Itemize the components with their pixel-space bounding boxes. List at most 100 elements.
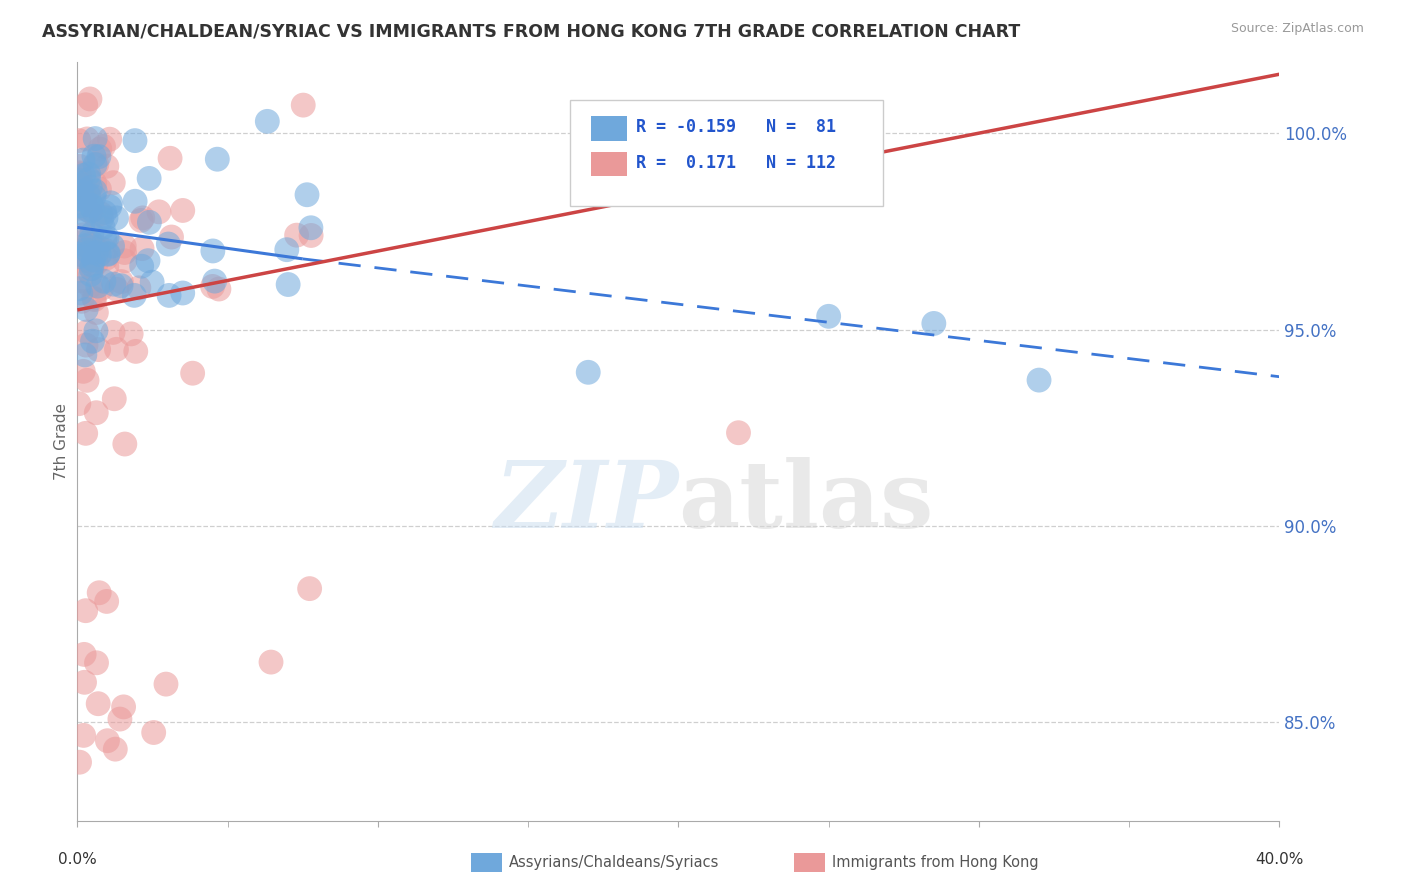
Point	[87, 240, 110, 254]
Point	[67, 191, 90, 205]
Point	[79, 198, 101, 212]
Point	[181, 366, 204, 380]
Text: atlas: atlas	[679, 458, 934, 547]
Point	[727, 425, 749, 440]
Point	[67, 166, 90, 180]
Point	[80, 199, 103, 213]
Point	[172, 203, 194, 218]
Point	[576, 365, 599, 379]
Point	[93, 139, 115, 153]
Point	[90, 281, 112, 295]
Bar	[591, 152, 627, 177]
Point	[69, 755, 91, 769]
Point	[157, 237, 180, 252]
Point	[73, 235, 96, 249]
Point	[204, 274, 226, 288]
Point	[1028, 373, 1050, 387]
Point	[75, 191, 97, 205]
Point	[77, 167, 100, 181]
Point	[201, 244, 224, 258]
Text: 0.0%: 0.0%	[58, 852, 97, 867]
Point	[277, 277, 299, 292]
Point	[201, 279, 224, 293]
Point	[298, 582, 321, 596]
Point	[114, 245, 136, 260]
Point	[86, 245, 108, 260]
Point	[80, 227, 103, 241]
Point	[84, 209, 107, 223]
Point	[112, 699, 135, 714]
Text: ASSYRIAN/CHALDEAN/SYRIAC VS IMMIGRANTS FROM HONG KONG 7TH GRADE CORRELATION CHAR: ASSYRIAN/CHALDEAN/SYRIAC VS IMMIGRANTS F…	[42, 22, 1021, 40]
Point	[75, 604, 97, 618]
Point	[94, 251, 117, 265]
Point	[69, 173, 91, 187]
Point	[69, 286, 91, 301]
Point	[105, 211, 128, 225]
Point	[260, 655, 283, 669]
Point	[75, 426, 97, 441]
Point	[105, 343, 128, 357]
Point	[77, 187, 100, 202]
Point	[97, 247, 120, 261]
Point	[142, 725, 165, 739]
Text: Source: ZipAtlas.com: Source: ZipAtlas.com	[1230, 22, 1364, 36]
Point	[87, 697, 110, 711]
Point	[77, 254, 100, 268]
Point	[114, 253, 136, 268]
Point	[79, 204, 101, 219]
Point	[817, 310, 839, 324]
Point	[76, 132, 98, 146]
Point	[69, 167, 91, 181]
Point	[72, 169, 94, 183]
Point	[292, 98, 315, 112]
Point	[67, 192, 90, 206]
Point	[70, 294, 93, 309]
Text: Assyrians/Chaldeans/Syriacs: Assyrians/Chaldeans/Syriacs	[509, 855, 720, 870]
Point	[67, 282, 90, 296]
Point	[76, 203, 98, 218]
Point	[108, 712, 131, 726]
Point	[80, 268, 103, 282]
Point	[132, 211, 155, 225]
Point	[86, 256, 108, 270]
Point	[80, 261, 103, 276]
Point	[79, 279, 101, 293]
Point	[67, 250, 90, 264]
Point	[96, 260, 118, 274]
Point	[82, 203, 104, 218]
Point	[75, 97, 97, 112]
Point	[67, 182, 90, 196]
Point	[83, 189, 105, 203]
Point	[69, 247, 91, 261]
Point	[159, 151, 181, 165]
Point	[77, 188, 100, 202]
Point	[87, 343, 110, 357]
Point	[67, 263, 90, 277]
Point	[89, 142, 111, 156]
Point	[96, 594, 118, 608]
Point	[94, 243, 117, 257]
Point	[114, 437, 136, 451]
Text: 40.0%: 40.0%	[1256, 852, 1303, 867]
Point	[93, 274, 115, 288]
Point	[89, 247, 111, 261]
Point	[129, 213, 152, 227]
Point	[73, 648, 96, 662]
Text: ZIP: ZIP	[494, 458, 679, 547]
Point	[128, 281, 150, 295]
Point	[110, 275, 132, 289]
Point	[100, 195, 122, 210]
Point	[79, 92, 101, 106]
Point	[299, 220, 322, 235]
Point	[67, 177, 90, 191]
Point	[84, 157, 107, 171]
Point	[67, 134, 90, 148]
Point	[299, 228, 322, 243]
Point	[75, 208, 97, 222]
Point	[96, 231, 118, 245]
Point	[103, 277, 125, 292]
Text: R =  0.171   N = 112: R = 0.171 N = 112	[637, 153, 837, 171]
Point	[69, 274, 91, 288]
Point	[125, 344, 148, 359]
Point	[94, 211, 117, 225]
